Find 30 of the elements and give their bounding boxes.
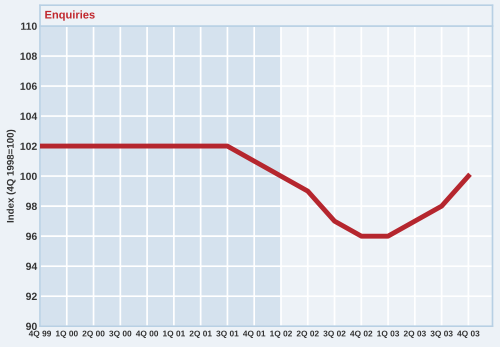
chart-title: Enquiries [45, 10, 95, 21]
y-tick-label: 102 [20, 142, 37, 150]
y-tick-label: 98 [26, 202, 37, 210]
x-tick-label: 4Q 99 [28, 330, 52, 338]
x-tick-label: 4Q 02 [350, 330, 372, 338]
x-tick-label: 3Q 00 [109, 330, 132, 338]
y-tick-label: 104 [20, 112, 38, 120]
x-tick-label: 2Q 01 [190, 330, 212, 338]
x-tick-label: 3Q 02 [323, 330, 346, 338]
y-tick-label: 92 [26, 292, 37, 300]
y-tick-label: 100 [20, 172, 37, 180]
y-tick-label: 94 [26, 262, 38, 270]
x-tick-label: 2Q 03 [404, 330, 426, 338]
x-tick-label: 1Q 03 [377, 330, 400, 338]
x-tick-label: 3Q 01 [216, 330, 239, 338]
x-tick-label: 4Q 03 [457, 330, 480, 338]
x-tick-label: 1Q 00 [56, 330, 78, 338]
y-tick-label: 106 [20, 82, 37, 90]
x-tick-label: 2Q 02 [296, 330, 319, 338]
y-tick-label: 96 [26, 232, 37, 240]
x-tick-label: 1Q 02 [270, 330, 292, 338]
y-axis-title: Index (4Q 1998=100) [6, 130, 16, 222]
x-tick-label: 3Q 03 [430, 330, 453, 338]
y-tick-label: 90 [26, 322, 37, 330]
x-tick-label: 4Q 00 [136, 330, 158, 338]
y-tick-label: 110 [21, 22, 37, 30]
x-tick-label: 1Q 01 [163, 330, 185, 338]
y-tick-label: 108 [20, 52, 37, 60]
x-tick-label: 2Q 00 [82, 330, 105, 338]
x-tick-label: 4Q 01 [242, 330, 266, 338]
